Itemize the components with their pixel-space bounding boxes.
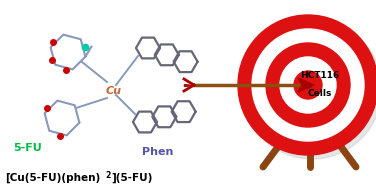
Text: 2: 2	[105, 171, 110, 180]
Text: Cu: Cu	[106, 86, 122, 96]
Text: HCT116: HCT116	[300, 71, 340, 81]
Text: [Cu(5-FU)(phen): [Cu(5-FU)(phen)	[5, 173, 100, 183]
Text: 5-FU: 5-FU	[14, 143, 42, 153]
Circle shape	[280, 57, 336, 113]
Circle shape	[294, 71, 322, 99]
Text: Phen: Phen	[142, 147, 174, 157]
Text: ](5-FU): ](5-FU)	[111, 173, 152, 183]
Polygon shape	[298, 78, 314, 92]
Circle shape	[266, 43, 350, 127]
Text: Cells: Cells	[308, 90, 332, 98]
Circle shape	[238, 15, 376, 155]
Circle shape	[242, 19, 376, 159]
Circle shape	[252, 29, 364, 141]
